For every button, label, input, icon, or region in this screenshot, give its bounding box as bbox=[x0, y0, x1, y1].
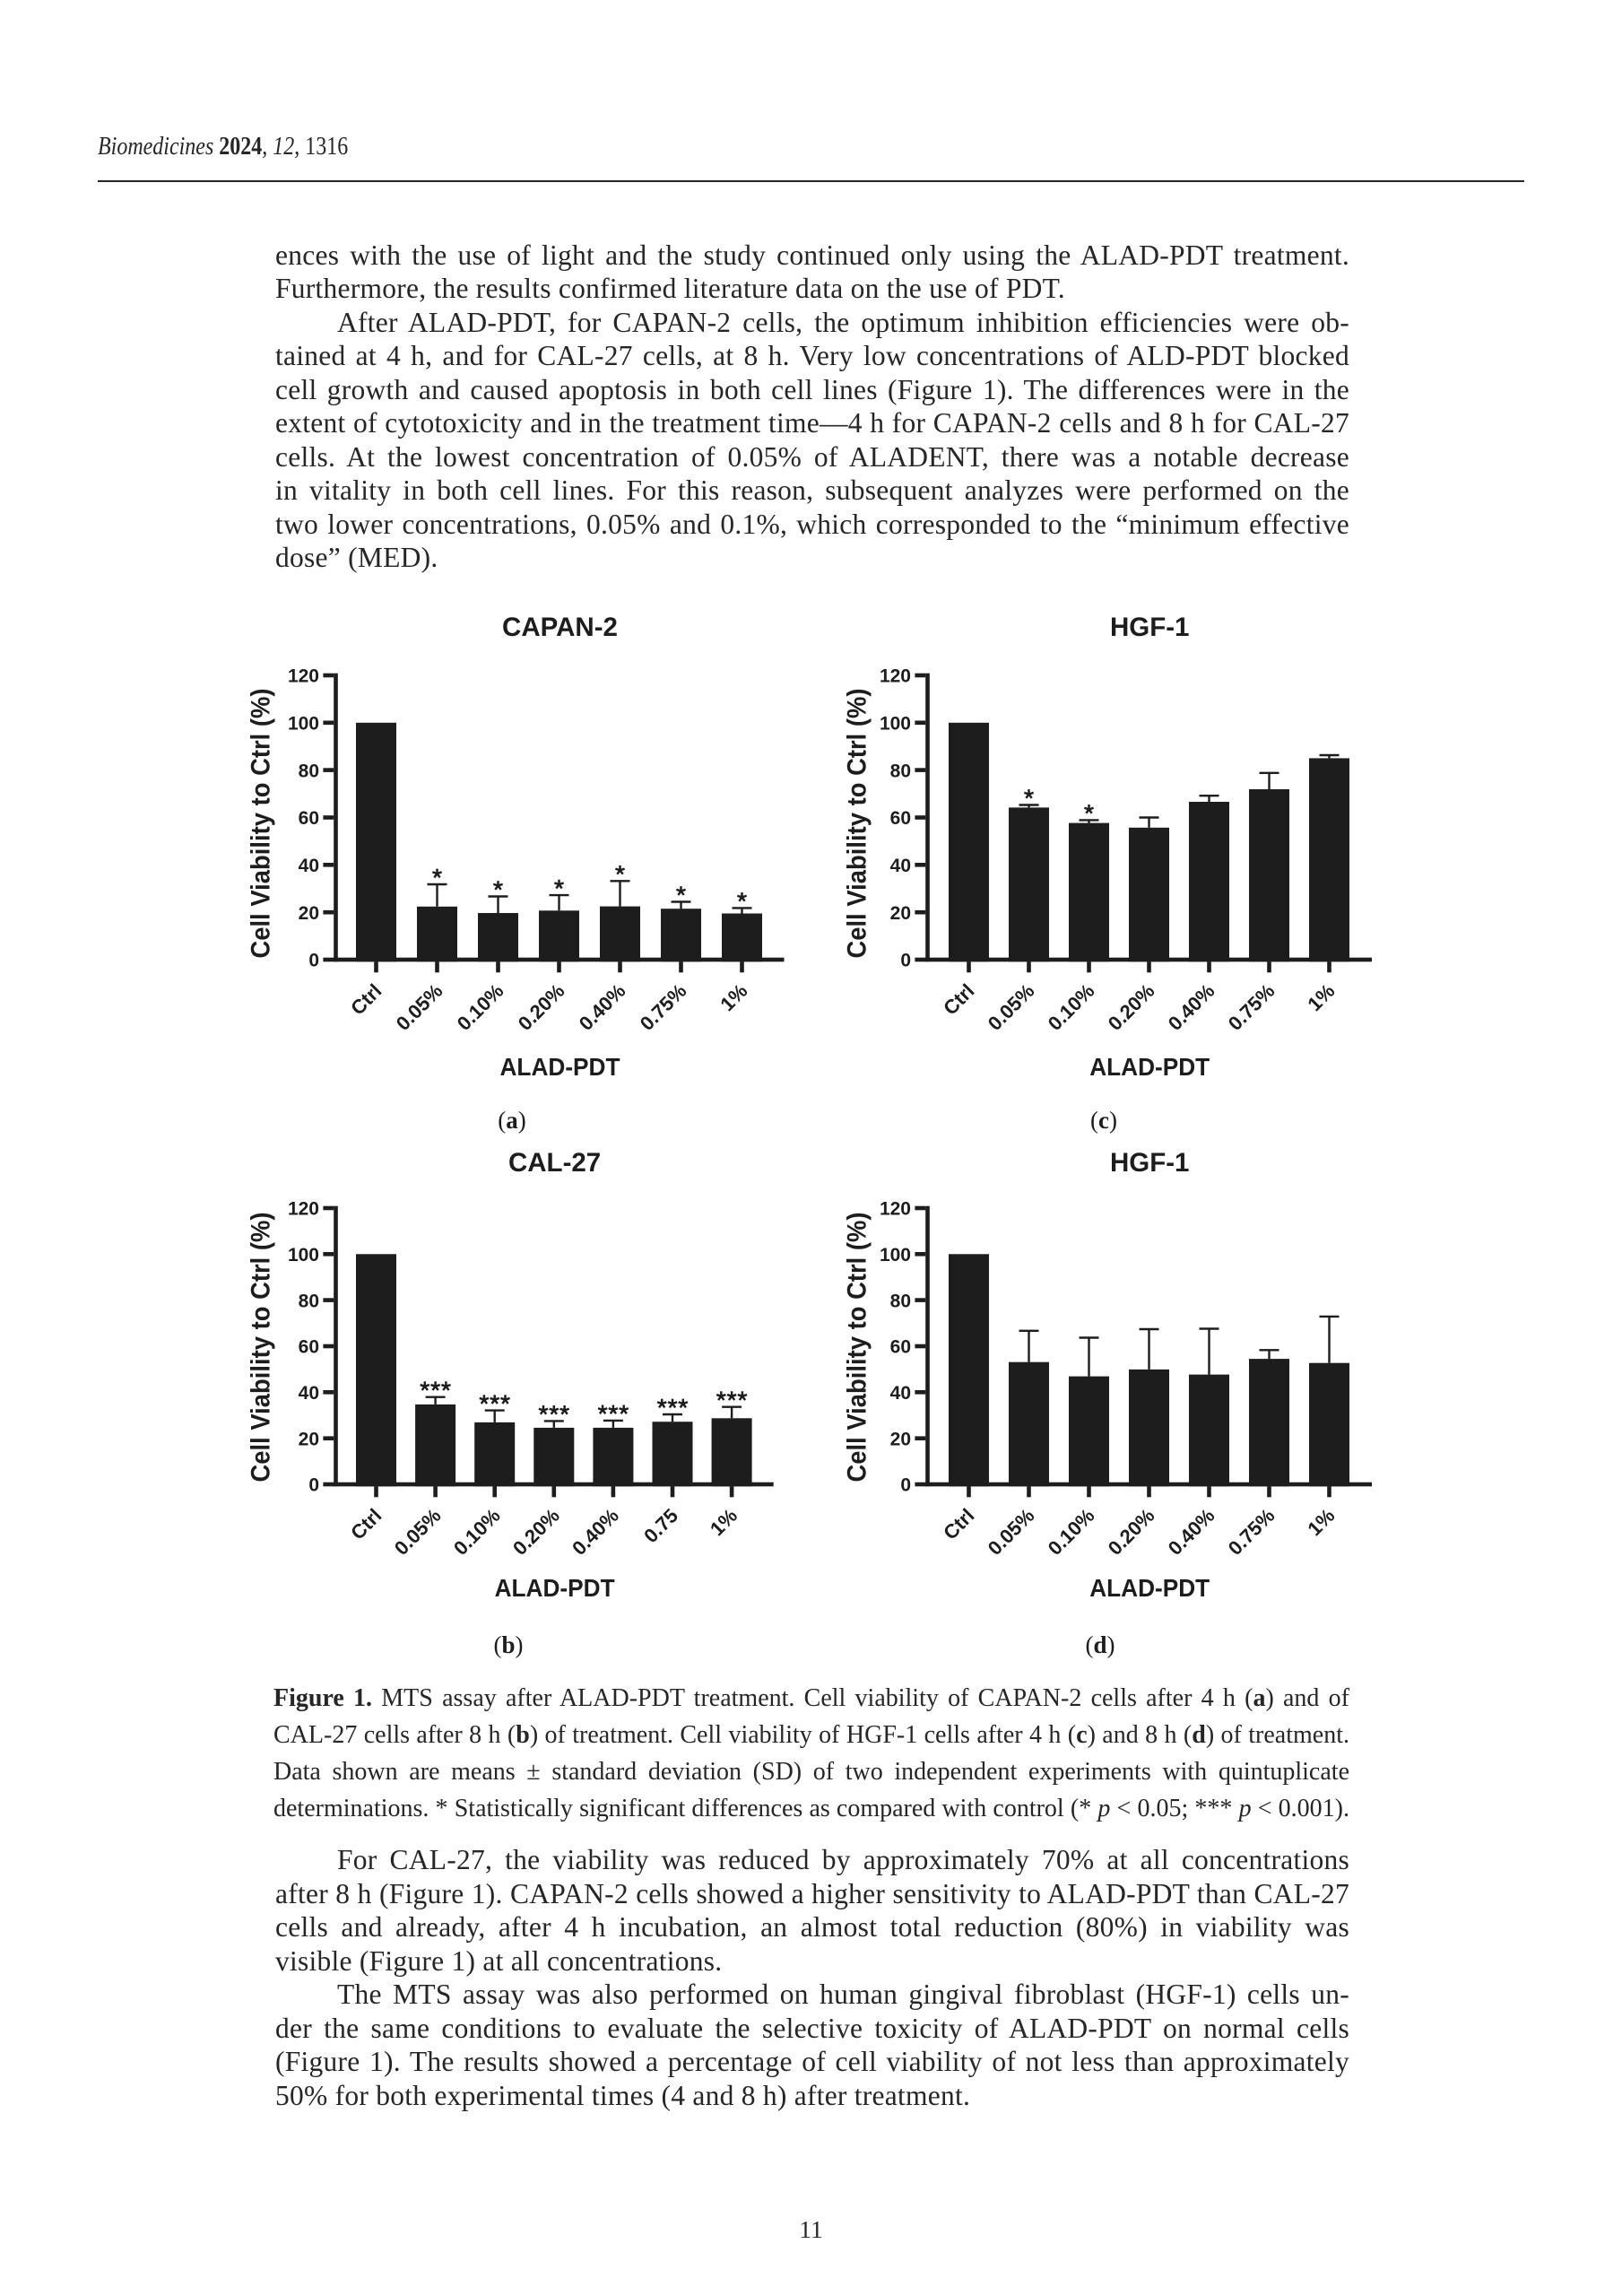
svg-text:40: 40 bbox=[890, 1383, 911, 1404]
svg-text:40: 40 bbox=[299, 1383, 319, 1404]
svg-text:(c): (c) bbox=[1090, 1107, 1117, 1134]
svg-text:0.75: 0.75 bbox=[639, 1504, 682, 1547]
svg-text:Cell Viability to Ctrl (%): Cell Viability to Ctrl (%) bbox=[247, 689, 276, 959]
svg-text:0.05%: 0.05% bbox=[984, 1504, 1039, 1560]
svg-text:1%: 1% bbox=[716, 979, 751, 1015]
svg-text:Ctrl: Ctrl bbox=[346, 1504, 386, 1544]
svg-text:0.20%: 0.20% bbox=[514, 979, 569, 1035]
svg-text:0.10%: 0.10% bbox=[449, 1504, 505, 1560]
svg-text:80: 80 bbox=[890, 761, 911, 781]
svg-text:0.75%: 0.75% bbox=[1224, 1504, 1279, 1560]
svg-text:100: 100 bbox=[288, 1245, 319, 1265]
svg-text:1%: 1% bbox=[1303, 979, 1339, 1015]
svg-text:HGF-1: HGF-1 bbox=[1110, 1148, 1190, 1178]
svg-text:120: 120 bbox=[288, 1199, 319, 1220]
svg-text:40: 40 bbox=[299, 856, 319, 876]
svg-text:20: 20 bbox=[299, 903, 319, 924]
svg-text:120: 120 bbox=[288, 666, 319, 687]
svg-text:0.10%: 0.10% bbox=[453, 979, 508, 1035]
svg-text:0.05%: 0.05% bbox=[392, 979, 447, 1035]
svg-text:100: 100 bbox=[880, 1245, 911, 1265]
svg-text:80: 80 bbox=[299, 761, 319, 781]
svg-text:0: 0 bbox=[308, 951, 319, 971]
svg-text:0.20%: 0.20% bbox=[1104, 1504, 1159, 1560]
svg-text:100: 100 bbox=[288, 714, 319, 735]
svg-text:Ctrl: Ctrl bbox=[346, 979, 386, 1019]
svg-text:80: 80 bbox=[299, 1291, 319, 1311]
svg-text:(b): (b) bbox=[493, 1631, 523, 1658]
svg-text:Cell Viability to Ctrl (%): Cell Viability to Ctrl (%) bbox=[247, 1213, 276, 1483]
svg-text:0.75%: 0.75% bbox=[1224, 979, 1279, 1035]
svg-text:0.10%: 0.10% bbox=[1044, 1504, 1099, 1560]
svg-text:Cell Viability to Ctrl (%): Cell Viability to Ctrl (%) bbox=[843, 689, 872, 959]
svg-text:1%: 1% bbox=[706, 1504, 742, 1540]
svg-text:0.20%: 0.20% bbox=[508, 1504, 564, 1560]
svg-text:0.05%: 0.05% bbox=[984, 979, 1039, 1035]
svg-text:0.05%: 0.05% bbox=[390, 1504, 446, 1560]
svg-text:100: 100 bbox=[880, 714, 911, 735]
svg-text:(a): (a) bbox=[498, 1107, 526, 1134]
svg-text:60: 60 bbox=[890, 1337, 911, 1358]
svg-text:80: 80 bbox=[890, 1291, 911, 1311]
svg-text:0: 0 bbox=[900, 951, 911, 971]
svg-text:0.40%: 0.40% bbox=[1164, 979, 1219, 1035]
svg-text:0.40%: 0.40% bbox=[575, 979, 630, 1035]
svg-text:120: 120 bbox=[880, 1199, 911, 1220]
svg-text:ALAD-PDT: ALAD-PDT bbox=[1089, 1053, 1210, 1081]
svg-text:120: 120 bbox=[880, 666, 911, 687]
svg-text:0: 0 bbox=[900, 1475, 911, 1496]
svg-text:1%: 1% bbox=[1303, 1504, 1339, 1540]
svg-text:(d): (d) bbox=[1085, 1631, 1115, 1658]
svg-text:Ctrl: Ctrl bbox=[939, 1504, 978, 1544]
svg-text:60: 60 bbox=[890, 808, 911, 829]
svg-text:20: 20 bbox=[890, 1429, 911, 1449]
svg-text:ALAD-PDT: ALAD-PDT bbox=[1089, 1574, 1210, 1602]
svg-text:0.20%: 0.20% bbox=[1104, 979, 1159, 1035]
svg-text:0.40%: 0.40% bbox=[568, 1504, 623, 1560]
svg-text:Ctrl: Ctrl bbox=[939, 979, 978, 1019]
svg-text:40: 40 bbox=[890, 856, 911, 876]
svg-text:Cell Viability to Ctrl (%): Cell Viability to Ctrl (%) bbox=[843, 1213, 872, 1483]
svg-text:0: 0 bbox=[308, 1475, 319, 1496]
svg-text:ALAD-PDT: ALAD-PDT bbox=[500, 1053, 620, 1081]
svg-text:CAPAN-2: CAPAN-2 bbox=[502, 613, 618, 642]
svg-text:20: 20 bbox=[299, 1429, 319, 1449]
svg-text:60: 60 bbox=[299, 808, 319, 829]
svg-text:0.40%: 0.40% bbox=[1164, 1504, 1219, 1560]
svg-text:0.10%: 0.10% bbox=[1044, 979, 1099, 1035]
svg-text:HGF-1: HGF-1 bbox=[1110, 613, 1190, 642]
svg-text:0.75%: 0.75% bbox=[636, 979, 691, 1035]
svg-text:60: 60 bbox=[299, 1337, 319, 1358]
svg-text:20: 20 bbox=[890, 903, 911, 924]
svg-text:ALAD-PDT: ALAD-PDT bbox=[495, 1574, 615, 1602]
svg-text:CAL-27: CAL-27 bbox=[508, 1148, 601, 1178]
